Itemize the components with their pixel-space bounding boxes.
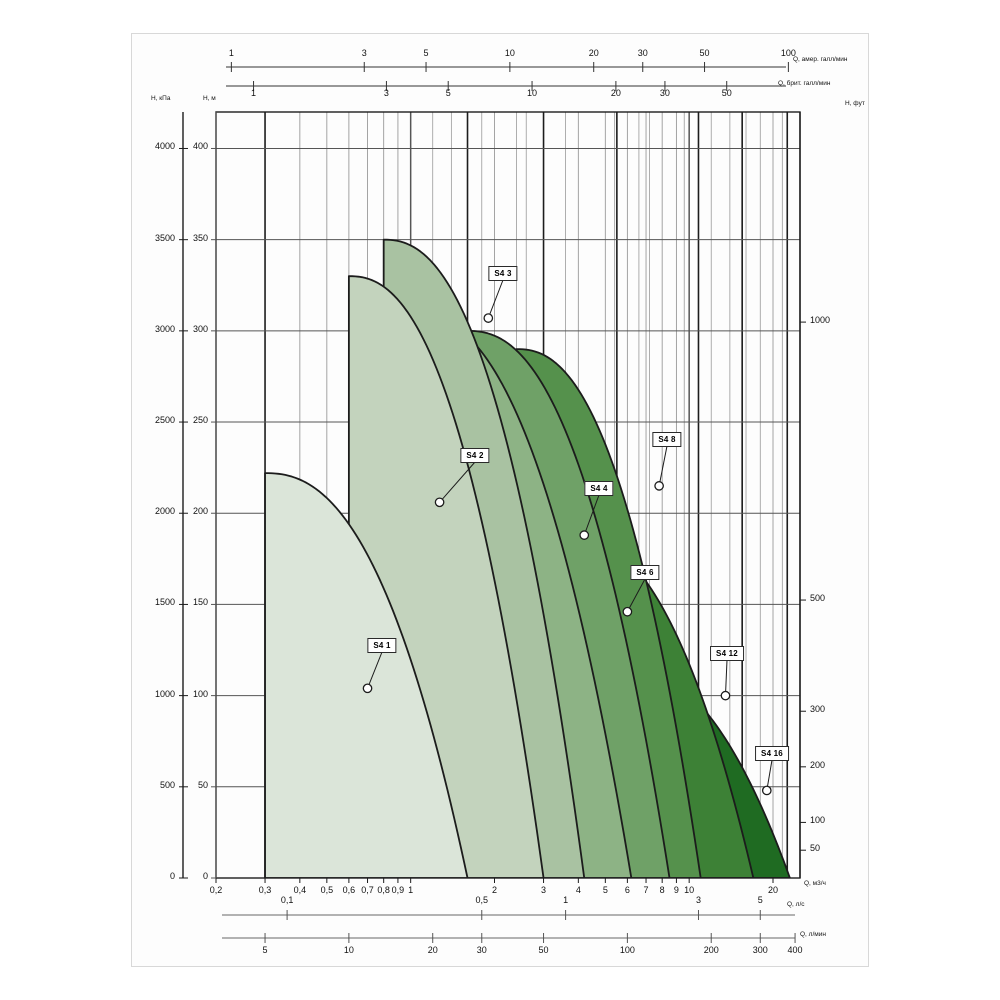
tick-bottom-m3h-12: 5 bbox=[602, 885, 608, 895]
tick-bottom-m3h-16: 9 bbox=[673, 885, 679, 895]
tick-bottom-ls-0: 0,1 bbox=[280, 895, 294, 905]
tick-left-m-6: 300 bbox=[192, 323, 208, 334]
tick-bottom-m3h-11: 4 bbox=[575, 885, 581, 895]
tick-bottom-m3h-14: 7 bbox=[643, 885, 649, 895]
tick-bottom-m3h-2: 0,4 bbox=[293, 885, 307, 895]
tick-right-ft-0: 50 bbox=[810, 843, 821, 854]
tick-top-usgpm-1: 3 bbox=[361, 48, 367, 58]
tick-right-ft-5: 1000 bbox=[810, 315, 831, 326]
axis-caption-right-ft: H, фут bbox=[845, 100, 865, 107]
curve-label-s4-12[interactable]: S4 12 bbox=[710, 646, 744, 661]
tick-left-m-8: 400 bbox=[192, 141, 208, 152]
axis-caption-bottom-m3h: Q, м3/ч bbox=[804, 880, 826, 887]
tick-bottom-ls-3: 3 bbox=[695, 895, 701, 905]
curve-label-s4-8[interactable]: S4 8 bbox=[652, 432, 682, 447]
tick-top-impgpm-4: 20 bbox=[610, 88, 621, 98]
tick-bottom-lmin-5: 100 bbox=[619, 945, 635, 955]
tick-bottom-m3h-6: 0,8 bbox=[377, 885, 390, 895]
tick-bottom-m3h-18: 20 bbox=[767, 885, 779, 895]
axis-caption-left-m: H, м bbox=[203, 95, 216, 102]
tick-left-kpa-2: 1000 bbox=[154, 688, 175, 699]
tick-right-ft-1: 100 bbox=[810, 815, 826, 826]
tick-top-impgpm-5: 30 bbox=[659, 88, 670, 98]
tick-bottom-m3h-8: 1 bbox=[408, 885, 414, 895]
tick-bottom-m3h-1: 0,3 bbox=[258, 885, 272, 895]
tick-left-kpa-8: 4000 bbox=[154, 141, 175, 152]
tick-bottom-m3h-5: 0,7 bbox=[361, 885, 374, 895]
tick-bottom-ls-4: 5 bbox=[757, 895, 763, 905]
tick-left-m-4: 200 bbox=[192, 506, 208, 517]
tick-bottom-lmin-0: 5 bbox=[262, 945, 268, 955]
axis-caption-left-kpa: H, кПа bbox=[151, 95, 171, 102]
curve-label-s4-16[interactable]: S4 16 bbox=[755, 746, 789, 761]
duty-point-markers bbox=[362, 313, 772, 796]
tick-left-kpa-5: 2500 bbox=[154, 415, 175, 426]
tick-left-kpa-3: 1500 bbox=[154, 597, 175, 608]
tick-top-impgpm-1: 3 bbox=[383, 88, 389, 98]
tick-bottom-lmin-3: 30 bbox=[476, 945, 487, 955]
tick-left-m-5: 250 bbox=[192, 415, 208, 426]
tick-bottom-m3h-0: 0,2 bbox=[209, 885, 223, 895]
tick-bottom-m3h-7: 0,9 bbox=[391, 885, 405, 895]
tick-bottom-lmin-1: 10 bbox=[343, 945, 354, 955]
tick-top-usgpm-4: 20 bbox=[588, 48, 599, 58]
tick-top-impgpm-2: 5 bbox=[445, 88, 451, 98]
tick-left-kpa-4: 2000 bbox=[154, 506, 175, 517]
axis-caption-bottom-ls: Q, л/с bbox=[787, 901, 805, 908]
tick-left-kpa-1: 500 bbox=[159, 779, 175, 790]
tick-top-usgpm-3: 10 bbox=[504, 48, 515, 58]
tick-bottom-m3h-3: 0,5 bbox=[320, 885, 334, 895]
tick-bottom-lmin-4: 50 bbox=[538, 945, 549, 955]
tick-bottom-lmin-2: 20 bbox=[427, 945, 438, 955]
axis-ticks bbox=[179, 62, 806, 943]
tick-top-usgpm-6: 50 bbox=[699, 48, 710, 58]
axis-caption-bottom-lmin: Q, л/мин bbox=[800, 931, 826, 938]
tick-left-m-2: 100 bbox=[192, 688, 208, 699]
tick-bottom-m3h-17: 10 bbox=[684, 885, 695, 895]
tick-top-usgpm-2: 5 bbox=[423, 48, 429, 58]
tick-bottom-lmin-8: 400 bbox=[787, 945, 803, 955]
callout-leaders bbox=[367, 279, 773, 791]
tick-left-kpa-6: 3000 bbox=[154, 323, 175, 334]
tick-left-m-1: 50 bbox=[197, 779, 208, 790]
tick-top-usgpm-0: 1 bbox=[228, 48, 234, 58]
tick-bottom-lmin-6: 200 bbox=[703, 945, 719, 955]
tick-bottom-m3h-4: 0,6 bbox=[342, 885, 356, 895]
tick-right-ft-2: 200 bbox=[810, 759, 826, 770]
tick-bottom-ls-2: 1 bbox=[563, 895, 569, 905]
tick-bottom-m3h-9: 2 bbox=[491, 885, 498, 895]
tick-left-kpa-7: 3500 bbox=[154, 232, 175, 243]
curve-label-s4-3[interactable]: S4 3 bbox=[488, 266, 518, 281]
curve-label-s4-2[interactable]: S4 2 bbox=[460, 448, 490, 463]
tick-top-impgpm-0: 1 bbox=[251, 88, 257, 98]
tick-top-impgpm-6: 50 bbox=[721, 88, 732, 98]
tick-left-kpa-0: 0 bbox=[169, 871, 175, 881]
tick-bottom-m3h-15: 8 bbox=[659, 885, 665, 895]
axis-caption-top-usgpm: Q, амер. галл/мин bbox=[793, 56, 848, 63]
curve-label-s4-6[interactable]: S4 6 bbox=[630, 565, 660, 580]
tick-top-usgpm-5: 30 bbox=[637, 48, 648, 58]
tick-right-ft-4: 500 bbox=[810, 593, 826, 604]
curve-label-s4-1[interactable]: S4 1 bbox=[367, 638, 397, 653]
tick-right-ft-3: 300 bbox=[810, 704, 826, 715]
tick-bottom-m3h-13: 6 bbox=[624, 885, 630, 895]
tick-bottom-ls-1: 0,5 bbox=[475, 895, 489, 905]
tick-top-usgpm-7: 100 bbox=[780, 48, 796, 58]
tick-bottom-m3h-10: 3 bbox=[541, 885, 547, 895]
curve-label-s4-4[interactable]: S4 4 bbox=[584, 481, 614, 496]
axis-caption-top-impgpm: Q, брит. галл/мин bbox=[778, 80, 831, 87]
tick-left-m-7: 350 bbox=[192, 232, 208, 243]
tick-left-m-0: 0 bbox=[202, 871, 208, 881]
tick-bottom-lmin-7: 300 bbox=[752, 945, 768, 955]
tick-top-impgpm-3: 10 bbox=[527, 88, 538, 98]
tick-left-m-3: 150 bbox=[192, 597, 208, 608]
